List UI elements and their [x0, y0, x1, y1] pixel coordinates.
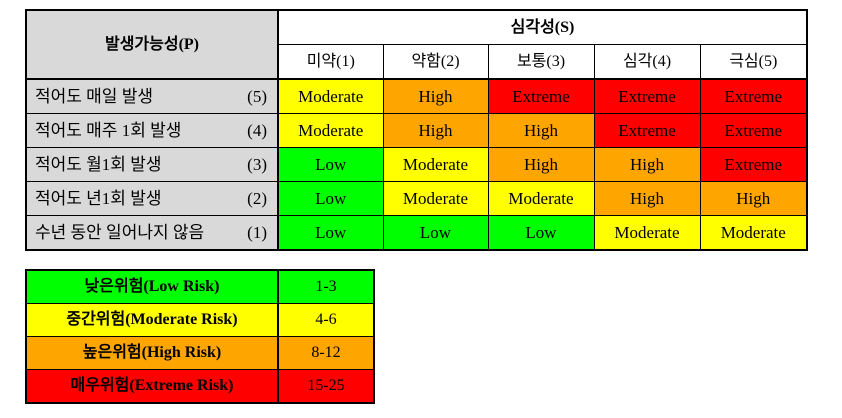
risk-legend-table: 낮은위험(Low Risk) 1-3 중간위험(Moderate Risk) 4-6 높…: [25, 269, 375, 404]
probability-label: 적어도 매주 1회 발생 (4): [25, 113, 279, 148]
probability-value: (2): [247, 189, 267, 208]
matrix-row: 적어도 매일 발생 (5) Moderate High Extreme Extreme Ex…: [25, 78, 808, 114]
legend-row: 매우위험(Extreme Risk) 15-25: [25, 369, 375, 404]
probability-text: 적어도 매주 1회 발생: [35, 121, 182, 140]
legend-risk-name: 높은위험(High Risk): [25, 336, 279, 370]
risk-matrix-table: 발생가능성(P) 심각성(S) 미약(1) 약함(2) 보통(3) 심각(4) …: [25, 9, 809, 251]
legend-score-range: 1-3: [277, 269, 375, 304]
risk-cell: High: [593, 147, 701, 182]
risk-cell: Moderate: [277, 78, 384, 114]
risk-cell: Extreme: [593, 113, 701, 148]
probability-label: 적어도 매일 발생 (5): [25, 78, 279, 114]
risk-cell: Moderate: [699, 215, 808, 251]
probability-value: (4): [247, 121, 267, 140]
risk-cell: Low: [277, 181, 384, 216]
risk-cell: Moderate: [593, 215, 701, 251]
probability-value: (5): [247, 87, 267, 106]
severity-level: 심각(4): [593, 44, 701, 80]
legend-risk-name: 매우위험(Extreme Risk): [25, 369, 279, 404]
matrix-row: 적어도 년1회 발생 (2) Low Moderate Moderate High High: [25, 181, 808, 216]
risk-cell: Low: [382, 215, 489, 251]
probability-text: 적어도 매일 발생: [35, 87, 153, 106]
risk-cell: Moderate: [382, 181, 489, 216]
probability-text: 적어도 월1회 발생: [35, 155, 162, 174]
probability-text: 수년 동안 일어나지 않음: [35, 223, 205, 242]
risk-cell: High: [382, 113, 489, 148]
risk-cell: Extreme: [699, 113, 808, 148]
matrix-row: 수년 동안 일어나지 않음 (1) Low Low Low Moderate Moderat…: [25, 215, 808, 251]
legend-risk-name: 중간위험(Moderate Risk): [25, 303, 279, 337]
legend-row: 높은위험(High Risk) 8-12: [25, 336, 375, 370]
risk-cell: Low: [277, 215, 384, 251]
legend-score-range: 4-6: [277, 303, 375, 337]
probability-label: 적어도 월1회 발생 (3): [25, 147, 279, 182]
risk-cell: Moderate: [277, 113, 384, 148]
probability-value: (1): [247, 223, 267, 242]
matrix-row: 적어도 매주 1회 발생 (4) Moderate High High Extreme Ex…: [25, 113, 808, 148]
risk-cell: High: [487, 147, 595, 182]
risk-cell: Extreme: [593, 78, 701, 114]
severity-level: 미약(1): [277, 44, 384, 80]
matrix-row: 적어도 월1회 발생 (3) Low Moderate High High Extreme: [25, 147, 808, 182]
legend-row: 낮은위험(Low Risk) 1-3: [25, 269, 375, 304]
risk-cell: Extreme: [699, 147, 808, 182]
risk-cell: Moderate: [487, 181, 595, 216]
risk-cell: High: [487, 113, 595, 148]
legend-risk-name: 낮은위험(Low Risk): [25, 269, 279, 304]
probability-value: (3): [247, 155, 267, 174]
severity-level: 극심(5): [699, 44, 808, 80]
legend-score-range: 15-25: [277, 369, 375, 404]
severity-level: 약함(2): [382, 44, 489, 80]
risk-cell: Low: [277, 147, 384, 182]
risk-cell: High: [593, 181, 701, 216]
risk-cell: High: [699, 181, 808, 216]
risk-cell: Moderate: [382, 147, 489, 182]
risk-cell: High: [382, 78, 489, 114]
probability-label: 적어도 년1회 발생 (2): [25, 181, 279, 216]
risk-cell: Extreme: [699, 78, 808, 114]
risk-cell: Low: [487, 215, 595, 251]
severity-header: 심각성(S): [277, 9, 808, 45]
severity-level: 보통(3): [487, 44, 595, 80]
probability-label: 수년 동안 일어나지 않음 (1): [25, 215, 279, 251]
legend-row: 중간위험(Moderate Risk) 4-6: [25, 303, 375, 337]
risk-cell: Extreme: [487, 78, 595, 114]
probability-text: 적어도 년1회 발생: [35, 189, 162, 208]
probability-header: 발생가능성(P): [25, 9, 279, 80]
legend-score-range: 8-12: [277, 336, 375, 370]
